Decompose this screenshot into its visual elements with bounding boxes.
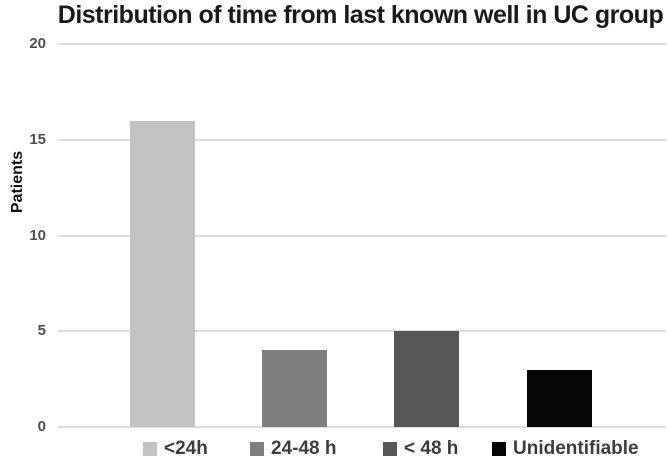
legend-label: Unidentifiable xyxy=(513,438,639,459)
y-axis-label: Patients xyxy=(9,150,26,214)
gridline xyxy=(58,138,666,141)
legend-label: 24-48 h xyxy=(271,438,337,459)
legend-entry: 24-48 h xyxy=(250,438,336,460)
bar-48-h xyxy=(394,331,459,427)
legend-entry: <24h xyxy=(143,438,208,460)
gridline xyxy=(58,234,666,237)
plot-area xyxy=(58,43,666,428)
bar-24h xyxy=(129,120,195,427)
legend-label: < 48 h xyxy=(404,438,459,459)
y-tick-label: 20 xyxy=(29,35,46,52)
legend: <24h 24-48 h < 48 h Unidentifiable xyxy=(0,438,669,460)
legend-swatch-icon xyxy=(250,442,264,456)
bar-unidentifiable xyxy=(526,369,592,427)
y-tick-label: 0 xyxy=(37,418,46,435)
legend-entry: < 48 h xyxy=(383,438,458,460)
legend-entry: Unidentifiable xyxy=(492,438,639,460)
gridline xyxy=(58,426,666,428)
gridline xyxy=(58,330,666,333)
gridline xyxy=(58,43,666,45)
legend-swatch-icon xyxy=(492,442,506,456)
y-tick-label: 15 xyxy=(29,130,46,148)
y-tick-label: 5 xyxy=(37,322,46,340)
legend-label: <24h xyxy=(164,438,208,459)
chart-title: Distribution of time from last known wel… xyxy=(57,1,664,29)
legend-swatch-icon xyxy=(383,442,397,456)
bar-24-48-h xyxy=(262,350,327,427)
legend-swatch-icon xyxy=(143,442,157,456)
y-tick-label: 10 xyxy=(29,226,46,244)
